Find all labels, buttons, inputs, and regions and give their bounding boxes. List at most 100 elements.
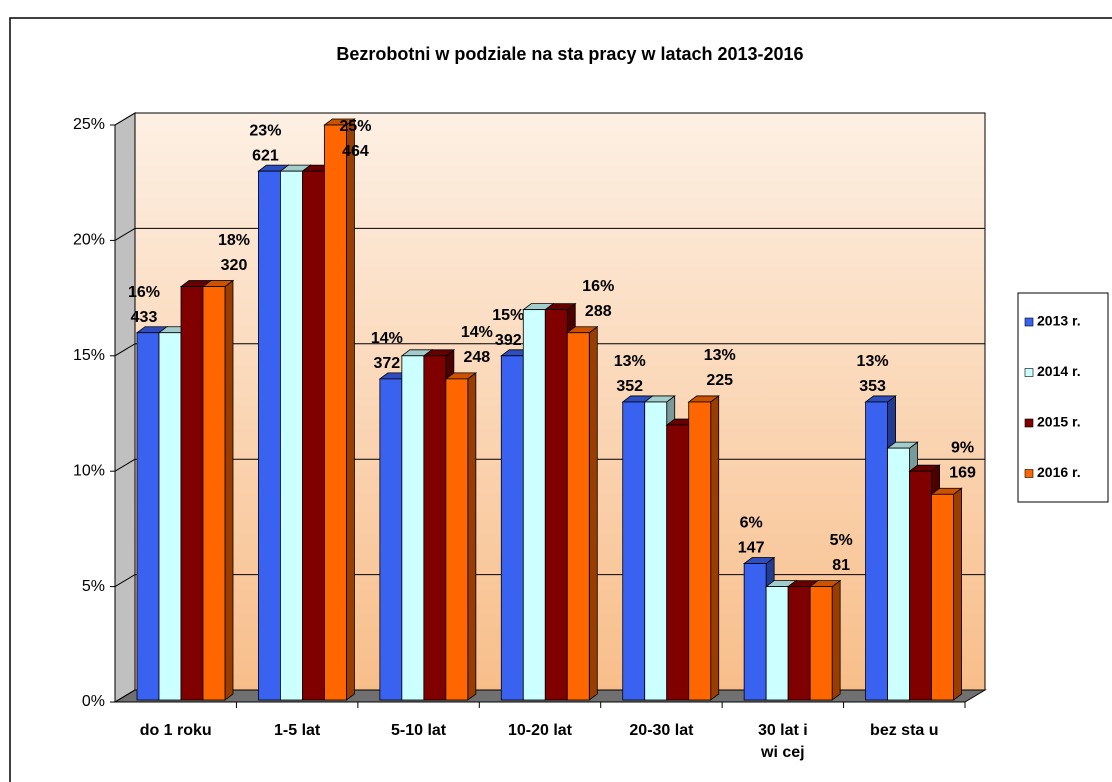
data-label: 23% [249, 122, 281, 139]
data-count: 81 [832, 557, 850, 574]
bar-front [909, 470, 932, 701]
bar [930, 487, 963, 701]
data-label: 6% [740, 515, 763, 532]
grid-line-side [114, 574, 136, 588]
y-tick-label: 0% [82, 693, 105, 710]
data-count: 621 [252, 147, 279, 164]
grid-line-side [114, 112, 136, 126]
bar-front [302, 170, 325, 701]
bar-front [887, 447, 910, 701]
bar-front [688, 401, 712, 701]
data-label: 13% [857, 353, 889, 370]
x-tick-label: do 1 roku [139, 722, 212, 739]
legend-label: 2013 r. [1037, 313, 1081, 329]
legend [1017, 292, 1109, 503]
legend-swatch [1024, 418, 1034, 428]
bar-front [379, 378, 403, 701]
bar-front [500, 355, 524, 701]
data-count: 320 [221, 257, 248, 274]
x-tick-label: 20-30 lat [629, 722, 694, 739]
data-label: 16% [582, 278, 614, 295]
data-count: 288 [585, 303, 612, 320]
bar-front [423, 355, 447, 701]
bar-front [280, 170, 303, 701]
bar-side [588, 325, 598, 701]
bar [444, 372, 478, 701]
bar [687, 395, 720, 701]
data-label: 18% [218, 232, 250, 249]
bar [323, 118, 356, 701]
y-tick-label: 15% [73, 347, 105, 364]
bar-front [787, 586, 811, 701]
bar-front [445, 378, 469, 701]
y-tick-label: 25% [73, 116, 105, 133]
bar-side [710, 395, 720, 701]
bar-side [346, 118, 355, 701]
x-tick-label: 1-5 lat [274, 722, 321, 739]
grid-line-side [114, 343, 136, 357]
data-count: 169 [949, 464, 976, 481]
bar-front [666, 424, 690, 701]
grid-line-side [114, 689, 136, 703]
bar-front [324, 124, 347, 701]
bar-front [809, 586, 833, 701]
legend-swatch [1024, 368, 1034, 377]
data-label: 14% [371, 330, 403, 347]
chart-title: Bezrobotni w podziale na sta pracy w lat… [336, 44, 803, 64]
x-tick-label: bez sta u [870, 722, 939, 739]
y-tick-label: 5% [82, 578, 105, 595]
data-count: 248 [464, 349, 491, 366]
bar-side [224, 279, 234, 701]
bar [201, 279, 235, 701]
bar-side [953, 487, 962, 701]
data-count: 147 [738, 540, 765, 557]
y-tick-label: 20% [73, 232, 105, 249]
bar-front [158, 332, 182, 701]
x-tick-label: 5-10 lat [390, 722, 447, 739]
data-count: 353 [859, 378, 886, 395]
data-count: 433 [131, 309, 158, 326]
data-label: 13% [614, 353, 646, 370]
bar-front [865, 401, 888, 701]
legend-label: 2015 r. [1037, 414, 1081, 430]
legend-swatch [1024, 317, 1034, 327]
legend-swatch [1024, 469, 1034, 478]
grid-line-side [114, 227, 136, 241]
data-label: 25% [339, 118, 371, 135]
data-count: 352 [616, 378, 643, 395]
legend-label: 2016 r. [1037, 464, 1081, 480]
y-tick-label: 10% [73, 462, 105, 479]
bar-front [258, 170, 281, 701]
legend-label: 2014 r. [1037, 363, 1081, 379]
data-label: 9% [951, 439, 974, 456]
bar-front [522, 309, 546, 701]
bar-front [743, 563, 767, 701]
data-count: 464 [342, 143, 369, 160]
bar [808, 579, 842, 701]
data-label: 5% [830, 532, 853, 549]
bar-side [831, 579, 841, 701]
data-count: 225 [706, 372, 733, 389]
bar [566, 325, 599, 701]
data-label: 14% [461, 324, 493, 341]
data-label: 16% [128, 284, 160, 301]
bar-front [566, 332, 590, 701]
data-label: 13% [704, 347, 736, 364]
x-tick-label: 30 lat i wi cej [757, 722, 808, 761]
bar-front [644, 401, 668, 701]
grid-line-side [114, 458, 136, 472]
bar-front [202, 286, 226, 701]
bar-front [622, 401, 646, 701]
data-label: 15% [492, 307, 524, 324]
data-count: 392 [495, 332, 522, 349]
x-tick-label: 10-20 lat [507, 722, 573, 739]
bar-front [180, 286, 204, 701]
bar-front [136, 332, 160, 701]
bar-side [467, 372, 477, 701]
bar-front [401, 355, 425, 701]
side-wall [114, 112, 136, 703]
bar-front [765, 586, 789, 701]
bar-front [931, 493, 954, 701]
